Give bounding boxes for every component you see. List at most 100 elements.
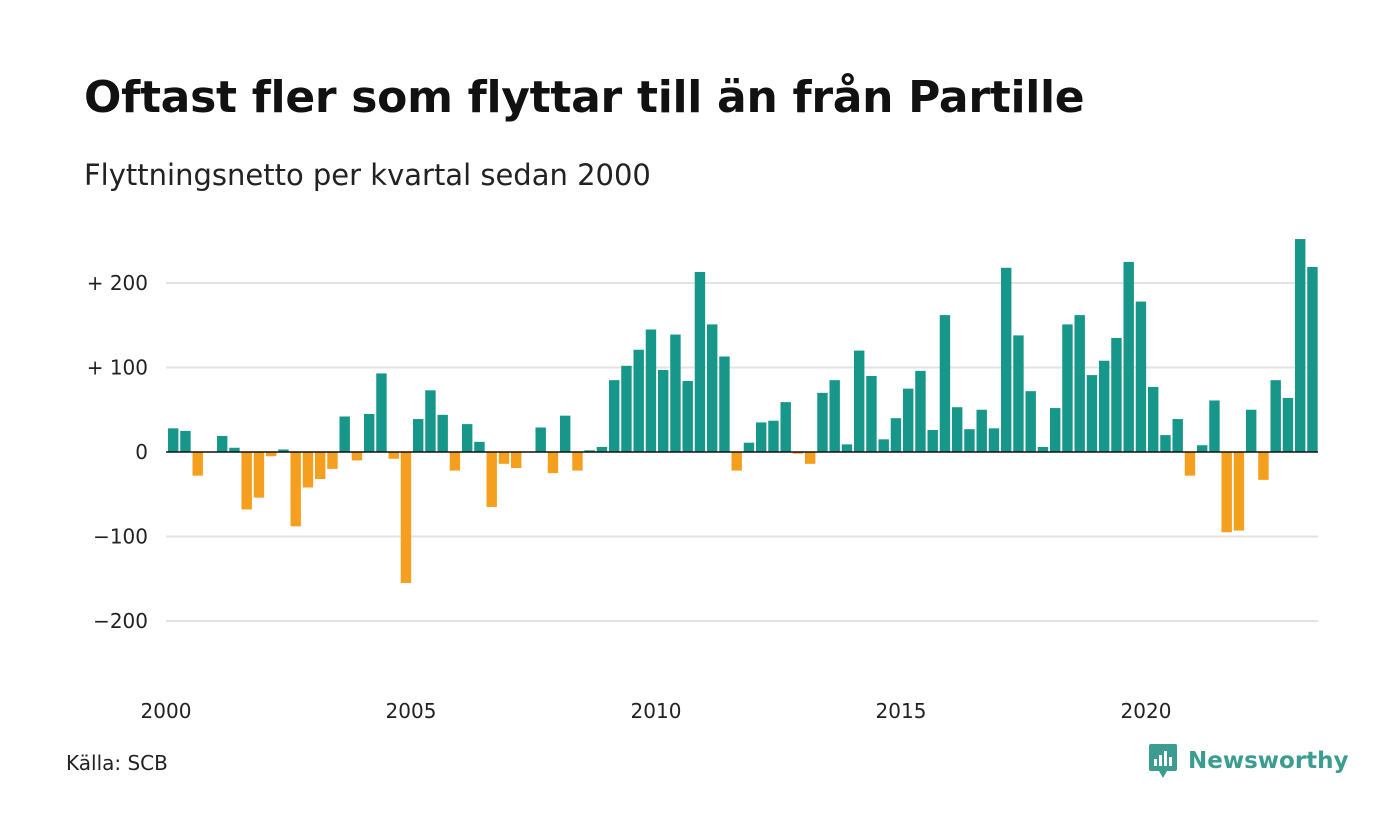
y-tick-label: 0: [135, 440, 148, 464]
x-tick-label: 2015: [876, 699, 927, 723]
bars: [168, 239, 1318, 583]
bar: [229, 447, 240, 452]
bar: [1123, 261, 1134, 453]
bar: [890, 418, 902, 452]
bar: [364, 413, 375, 452]
bar: [327, 452, 338, 469]
bar: [743, 442, 755, 452]
bar: [1135, 301, 1147, 452]
bar: [498, 452, 510, 464]
bar: [511, 452, 522, 469]
bar: [658, 370, 669, 452]
source-note: Källa: SCB: [66, 751, 168, 775]
bar: [437, 414, 448, 452]
bar: [168, 428, 179, 452]
brand-logo: Newsworthy: [1148, 742, 1349, 780]
bar: [792, 452, 804, 454]
bar: [927, 430, 938, 452]
bar: [682, 381, 693, 452]
bar: [1148, 386, 1159, 452]
bar: [217, 435, 228, 452]
bar: [315, 452, 326, 480]
brand-name: Newsworthy: [1188, 748, 1349, 774]
bar: [180, 430, 191, 453]
bar: [535, 427, 546, 452]
bar: [1050, 408, 1061, 452]
bar: [805, 452, 816, 464]
bar: [266, 452, 277, 457]
bar: [756, 422, 767, 452]
bar: [939, 315, 951, 452]
bar: [1233, 452, 1245, 531]
bar: [670, 334, 681, 452]
bar: [278, 449, 289, 452]
chart-subtitle: Flyttningsnetto per kvartal sedan 2000: [84, 158, 651, 192]
x-tick-label: 2005: [386, 699, 437, 723]
bar: [486, 452, 497, 507]
bar: [780, 402, 791, 452]
bar: [1013, 335, 1024, 452]
bar: [1197, 445, 1208, 452]
bar: [817, 392, 828, 452]
bar: [1307, 266, 1318, 452]
bar: [1062, 324, 1073, 452]
bar: [1282, 397, 1294, 452]
bar: [1099, 360, 1110, 452]
bar: [413, 419, 424, 452]
bar: [952, 407, 963, 452]
bar: [1111, 337, 1122, 453]
bar: [253, 452, 265, 498]
bar: [449, 452, 461, 471]
bar: [462, 424, 473, 452]
bar: [425, 390, 436, 452]
bar: [560, 415, 571, 453]
bar: [633, 349, 644, 452]
x-tick-label: 2020: [1121, 699, 1172, 723]
bar: [376, 373, 387, 452]
bar: [1184, 452, 1196, 476]
bar: [1221, 452, 1232, 533]
y-tick-label: −100: [93, 525, 148, 549]
bar: [645, 329, 657, 452]
bar: [1086, 375, 1098, 452]
bar: [719, 356, 730, 452]
bar: [1295, 239, 1306, 452]
x-tick-label: 2010: [631, 699, 682, 723]
x-tick-label: 2000: [141, 699, 192, 723]
bar: [596, 446, 608, 452]
bar: [854, 350, 865, 452]
bar: [866, 375, 877, 452]
bar: [878, 439, 889, 452]
bar: [584, 450, 595, 452]
bar: [1172, 419, 1183, 452]
y-tick-label: + 200: [87, 271, 148, 295]
bar: [192, 452, 203, 476]
bar: [351, 452, 363, 461]
bar: [1025, 391, 1036, 452]
bar: [731, 452, 742, 471]
bar: [829, 380, 840, 453]
y-tick-label: + 100: [87, 356, 148, 380]
axes: + 200 + 100 0 −100 −200 2000 2005 2010 2015 2020: [87, 271, 1318, 723]
chart-title: Oftast fler som flyttar till än från Par…: [84, 72, 1085, 123]
bar: [241, 452, 252, 510]
bar: [768, 420, 779, 453]
bar: [915, 370, 926, 452]
bar: [964, 429, 975, 452]
bar: [1270, 380, 1281, 453]
bar: [302, 452, 314, 488]
bar: [290, 452, 301, 527]
bar: [572, 452, 583, 471]
bar: [621, 365, 632, 452]
bar: [903, 388, 914, 453]
bar: [1246, 409, 1257, 452]
bar: [976, 409, 987, 452]
bar: [339, 416, 350, 452]
bar: [1074, 315, 1085, 452]
newsworthy-chart-bubble-icon: [1149, 744, 1177, 778]
bar: [400, 452, 412, 583]
bar: [474, 441, 485, 452]
bar: [988, 428, 1000, 452]
bar: [1160, 435, 1171, 452]
